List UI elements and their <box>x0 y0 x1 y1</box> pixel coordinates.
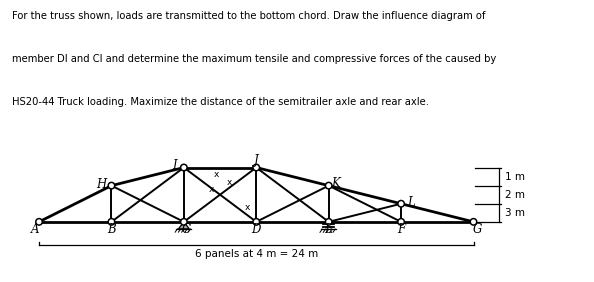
Text: I: I <box>172 159 177 172</box>
Text: member DI and CI and determine the maximum tensile and compressive forces of the: member DI and CI and determine the maxim… <box>12 54 496 64</box>
Text: G: G <box>472 224 482 237</box>
Circle shape <box>398 219 405 225</box>
Text: 3 m: 3 m <box>505 208 525 218</box>
Circle shape <box>181 164 187 171</box>
Text: F: F <box>397 224 405 237</box>
Circle shape <box>470 219 477 225</box>
Text: C: C <box>181 224 190 237</box>
Circle shape <box>253 164 260 171</box>
Text: D: D <box>252 224 261 237</box>
Text: x: x <box>208 185 214 194</box>
Text: HS20-44 Truck loading. Maximize the distance of the semitrailer axle and rear ax: HS20-44 Truck loading. Maximize the dist… <box>12 97 429 107</box>
Text: x: x <box>226 177 232 186</box>
Text: For the truss shown, loads are transmitted to the bottom chord. Draw the influen: For the truss shown, loads are transmitt… <box>12 11 485 21</box>
Text: A: A <box>31 224 40 237</box>
Text: 1 m: 1 m <box>505 171 525 182</box>
Text: H: H <box>96 178 106 191</box>
Text: x: x <box>214 170 219 179</box>
Text: E: E <box>324 224 333 237</box>
Circle shape <box>326 219 332 225</box>
Circle shape <box>253 219 260 225</box>
Text: 2 m: 2 m <box>505 190 525 200</box>
Circle shape <box>108 182 115 189</box>
Text: B: B <box>107 224 116 237</box>
Text: J: J <box>254 154 258 167</box>
Text: x: x <box>245 203 250 212</box>
Text: K: K <box>331 177 340 190</box>
Circle shape <box>326 182 332 189</box>
Polygon shape <box>178 222 189 229</box>
Text: 6 panels at 4 m = 24 m: 6 panels at 4 m = 24 m <box>195 249 318 259</box>
Circle shape <box>181 219 187 225</box>
Circle shape <box>36 219 42 225</box>
Circle shape <box>108 219 115 225</box>
Circle shape <box>398 201 405 207</box>
Text: L: L <box>407 196 415 209</box>
